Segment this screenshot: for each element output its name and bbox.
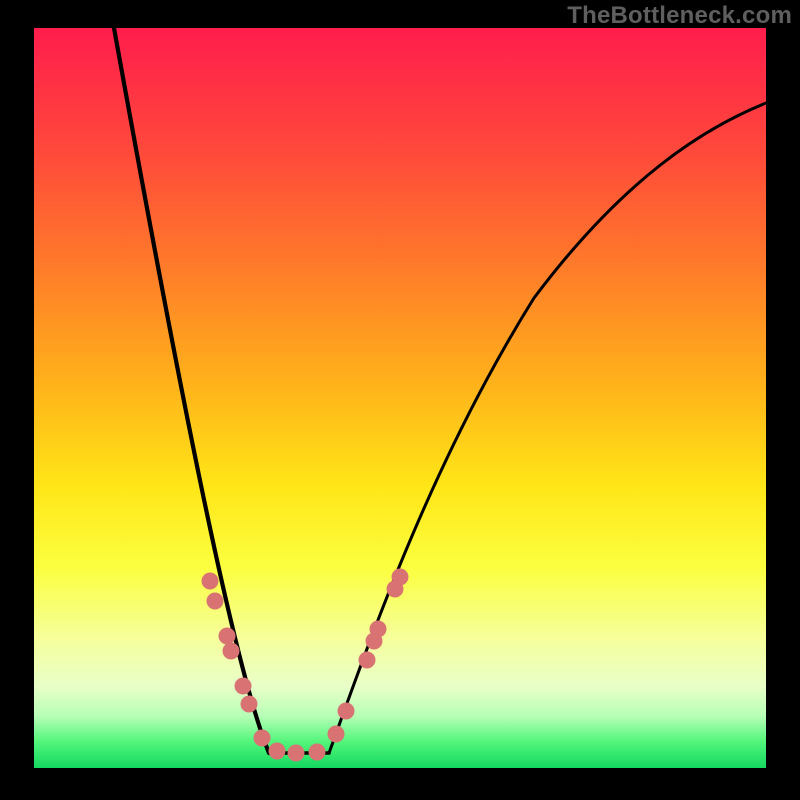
data-point <box>254 730 271 747</box>
dots-layer <box>34 28 766 768</box>
data-point <box>223 643 240 660</box>
data-point <box>309 744 326 761</box>
data-point <box>392 569 409 586</box>
data-point <box>328 726 345 743</box>
data-point <box>235 678 252 695</box>
watermark-text: TheBottleneck.com <box>567 2 792 30</box>
plot-area <box>34 28 766 768</box>
data-point <box>338 703 355 720</box>
data-point <box>288 745 305 762</box>
data-point <box>207 593 224 610</box>
stage: TheBottleneck.com <box>0 0 800 800</box>
data-point <box>241 696 258 713</box>
data-point <box>370 621 387 638</box>
data-point <box>202 573 219 590</box>
data-point <box>359 652 376 669</box>
data-point <box>269 743 286 760</box>
